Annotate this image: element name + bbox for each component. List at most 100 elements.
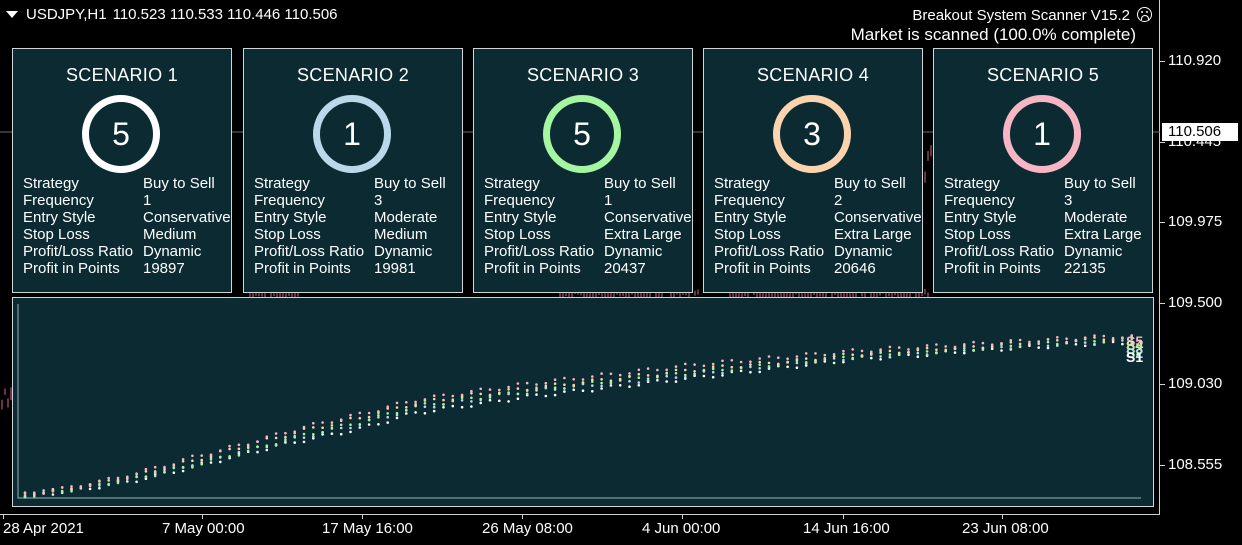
- detail-value: Dynamic: [834, 243, 893, 260]
- equity-point-s3: [972, 348, 975, 352]
- equity-point-s3: [525, 392, 529, 396]
- equity-point-s1: [842, 360, 845, 364]
- equity-point-s1: [516, 397, 520, 400]
- equity-point-s5: [284, 431, 287, 435]
- equity-point-s1: [1000, 349, 1003, 352]
- scenario-card-1: SCENARIO 1 5 Strategy Buy to Sell Frequency 1…: [12, 48, 232, 293]
- equity-point-s1: [302, 440, 306, 444]
- equity-point-s4: [600, 378, 603, 381]
- equity-point-s3: [367, 418, 371, 422]
- equity-point-s5: [488, 388, 492, 391]
- detail-row-profit-points: Profit in Points 20646: [714, 260, 922, 277]
- triangle-down-icon[interactable]: [6, 11, 18, 18]
- equity-point-s1: [488, 398, 492, 402]
- detail-value: Conservative: [143, 209, 231, 226]
- equity-point-s5: [860, 349, 864, 353]
- equity-point-s4: [544, 384, 548, 388]
- equity-point-s1: [823, 360, 827, 363]
- scenario-rank-ring: 5: [543, 95, 621, 173]
- equity-point-s1: [135, 480, 138, 484]
- scenario-details: Strategy Buy to Sell Frequency 3 Entry Style…: [254, 175, 446, 277]
- detail-row-profit-points: Profit in Points 20437: [484, 260, 692, 277]
- equity-point-s1: [219, 460, 222, 464]
- equity-point-s3: [135, 475, 138, 478]
- equity-point-s5: [730, 359, 734, 362]
- equity-point-s2: [386, 415, 390, 419]
- equity-point-s4: [591, 378, 594, 381]
- equity-point-s1: [395, 416, 399, 420]
- equity-point-s5: [851, 348, 854, 351]
- scenario-rank-ring: 3: [773, 95, 851, 173]
- scenario-title: SCENARIO 2: [296, 65, 410, 85]
- equity-point-s1: [386, 421, 390, 424]
- equity-point-s2: [302, 436, 306, 439]
- equity-point-s3: [721, 368, 724, 372]
- equity-point-s3: [284, 440, 287, 443]
- equity-point-s1: [609, 384, 613, 387]
- scenario-rank-ring: 1: [313, 95, 391, 173]
- scenario-card-2: SCENARIO 2 1 Strategy Buy to Sell Frequency 3…: [243, 48, 463, 293]
- equity-point-s4: [730, 365, 734, 369]
- equity-point-s4: [51, 487, 55, 491]
- equity-point-s1: [591, 390, 594, 393]
- detail-value: Buy to Sell: [604, 175, 676, 192]
- detail-value: Buy to Sell: [143, 175, 215, 192]
- detail-label: Profit in Points: [944, 260, 1041, 277]
- equity-point-s4: [507, 388, 510, 391]
- equity-point-s5: [163, 465, 166, 469]
- equity-point-s1: [330, 432, 334, 435]
- detail-value: Dynamic: [1064, 243, 1123, 260]
- equity-point-s5: [144, 467, 148, 471]
- equity-point-s5: [395, 401, 399, 405]
- equity-point-s4: [116, 479, 120, 482]
- scenario-details: Strategy Buy to Sell Frequency 3 Entry Style…: [944, 175, 1142, 277]
- equity-point-s3: [1130, 337, 1133, 341]
- scenario-details: Strategy Buy to Sell Frequency 1 Entry Style…: [23, 175, 231, 277]
- equity-point-s1: [618, 384, 622, 387]
- equity-point-s1: [963, 351, 966, 355]
- equity-point-s3: [600, 381, 603, 385]
- detail-label: Frequency: [484, 192, 555, 209]
- equity-point-s3: [563, 387, 566, 390]
- symbol-bar[interactable]: USDJPY,H1 110.523 110.533 110.446 110.50…: [6, 6, 338, 23]
- equity-point-s5: [70, 485, 73, 488]
- equity-point-s3: [265, 444, 269, 447]
- equity-point-s5: [98, 480, 101, 483]
- equity-point-s3: [693, 373, 696, 376]
- detail-row-pl-ratio: Profit/Loss Ratio Dynamic: [23, 243, 231, 260]
- equity-point-s3: [321, 431, 324, 434]
- detail-value: Buy to Sell: [1064, 175, 1136, 192]
- equity-end-label: S2: [1126, 345, 1143, 361]
- detail-value: 2: [834, 192, 843, 209]
- equity-point-s5: [777, 356, 780, 359]
- equity-point-s1: [470, 405, 473, 408]
- equity-point-s1: [321, 433, 324, 436]
- equity-point-s3: [405, 409, 408, 412]
- equity-point-s5: [414, 400, 417, 404]
- detail-row-strategy: Strategy Buy to Sell: [23, 175, 231, 192]
- equity-point-s4: [981, 346, 985, 350]
- equity-point-s1: [832, 361, 836, 365]
- equity-point-s4: [990, 345, 994, 349]
- equity-point-s5: [1083, 336, 1087, 340]
- equity-point-s4: [367, 415, 371, 419]
- equity-point-s1: [293, 441, 297, 444]
- equity-point-s3: [293, 434, 297, 438]
- price-label: 108.555: [1168, 456, 1223, 473]
- equity-point-s3: [609, 381, 613, 384]
- equity-point-s5: [1018, 338, 1022, 342]
- equity-point-s3: [228, 455, 231, 459]
- equity-point-s4: [70, 487, 73, 490]
- equity-point-s5: [656, 368, 659, 372]
- equity-point-s1: [572, 388, 575, 391]
- equity-point-s5: [1009, 339, 1013, 342]
- equity-point-s5: [1056, 336, 1059, 339]
- detail-value: 19981: [374, 260, 416, 277]
- scenario-title: SCENARIO 4: [756, 65, 870, 85]
- equity-point-s5: [256, 440, 259, 444]
- equity-point-s1: [758, 370, 761, 374]
- equity-point-s4: [646, 374, 650, 377]
- equity-point-s3: [553, 386, 557, 389]
- detail-row-stop-loss: Stop Loss Extra Large: [484, 226, 692, 243]
- equity-point-s3: [758, 363, 761, 367]
